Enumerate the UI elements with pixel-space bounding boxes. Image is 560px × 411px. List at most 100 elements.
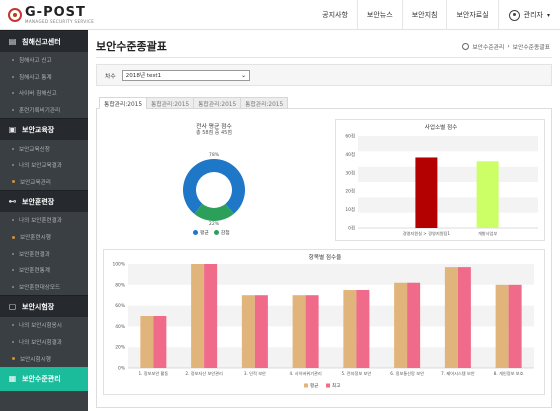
x-tick-label: 경영지원실 > 경영지원팀1: [403, 230, 451, 237]
top-bar: G-POST MANAGED SECURITY SERVICE 공지사항 보안뉴…: [0, 0, 560, 30]
y-tick-label: 0%: [118, 366, 125, 372]
sidebar-section-incident[interactable]: ▤ 침해신고센터: [0, 30, 88, 52]
donut-legend: 평균 감점: [193, 229, 235, 236]
sidebar-item[interactable]: 보안훈련통계: [0, 262, 88, 279]
sidebar-item[interactable]: 보안훈련대상모드: [0, 279, 88, 296]
tab-integrated-3[interactable]: 통합관리:2015: [193, 97, 242, 109]
training-icon: ⊷: [8, 197, 17, 207]
sidebar-item[interactable]: 보안교육신청: [0, 140, 88, 157]
grid-band: [358, 197, 538, 213]
bar: [444, 267, 458, 368]
sidebar-item[interactable]: 나의 보안훈련결과: [0, 212, 88, 229]
home-icon[interactable]: [462, 43, 470, 50]
bar: [140, 316, 154, 368]
x-tick-label: 2. 정보자산 보안관리: [185, 370, 223, 377]
legend-swatch: [326, 383, 330, 388]
bar: [415, 157, 438, 228]
x-tick-label: 개발사업부: [478, 230, 497, 237]
chevron-down-icon: ▾: [546, 11, 550, 19]
x-tick-label: 7. 제어시스템 보안: [441, 370, 475, 377]
sidebar-item[interactable]: 침해사고 신고: [0, 52, 88, 69]
bar: [495, 284, 509, 368]
site-score-card: 사업소별 점수 0점 10점 20점 30점 40점 60점 경영지원실 > 경영지원팀1 개발…: [335, 119, 545, 241]
legend-swatch: [304, 383, 308, 388]
sidebar-item[interactable]: 사이버 침해신고: [0, 85, 88, 102]
grid-band: [358, 166, 538, 182]
tab-integrated-1[interactable]: 통합관리:2015: [99, 97, 148, 109]
sidebar-item[interactable]: 보안훈련결과: [0, 245, 88, 262]
chart-title: 항목별 점수율: [309, 253, 342, 261]
grid-band: [128, 284, 534, 306]
legend-label: 최고: [332, 382, 340, 389]
sidebar-item[interactable]: 나의 보안시험응시: [0, 317, 88, 334]
y-tick-label: 20%: [115, 345, 125, 351]
tab-panel: 전사 평균 점수 총 58점 중 45점 78% 22% 평균 감점 사업소별 …: [96, 108, 552, 408]
legend-label: 평균: [310, 382, 318, 389]
sidebar-item[interactable]: 보안훈련시행: [0, 229, 88, 246]
grid-band: [358, 136, 538, 152]
tab-integrated-2[interactable]: 통합관리:2015: [146, 97, 195, 109]
sidebar-section-level-active[interactable]: ▦ 보안수준관리: [0, 366, 88, 391]
round-select[interactable]: 2018년 test1 ⌄: [121, 69, 250, 81]
user-icon: [508, 9, 520, 21]
y-tick-label: 20점: [345, 188, 355, 195]
alert-icon: ▤: [8, 37, 17, 46]
donut-subtitle: 총 58점 중 45점: [196, 130, 232, 136]
bar: [153, 316, 167, 368]
tab-integrated-4[interactable]: 통합관리:2015: [240, 97, 289, 109]
bar: [292, 295, 306, 368]
sidebar-item[interactable]: 침해사고 통계: [0, 69, 88, 86]
nav-guidelines[interactable]: 보안지침: [403, 0, 448, 30]
donut-card: 전사 평균 점수 총 58점 중 45점 78% 22% 평균 감점: [103, 115, 325, 236]
education-icon: ▣: [8, 125, 17, 135]
x-tick-label: 1. 정보보안 활동: [138, 370, 168, 377]
grid-band: [358, 182, 538, 198]
sidebar-item[interactable]: 나의 보안시험결과: [0, 334, 88, 351]
bar: [508, 284, 522, 368]
y-tick-label: 100%: [112, 262, 125, 268]
x-tick-label: 8. 개인정보 보호: [494, 370, 524, 377]
logo[interactable]: G-POST MANAGED SECURITY SERVICE: [8, 4, 94, 26]
sidebar-item[interactable]: 보안교육관리: [0, 174, 88, 191]
logo-icon: [8, 8, 22, 22]
x-tick-label: 6. 정보통신망 보안: [390, 370, 424, 376]
chart-title: 사업소별 점수: [425, 123, 458, 131]
user-menu[interactable]: 관리자 ▾: [499, 0, 560, 30]
filter-label: 차수: [105, 73, 116, 80]
y-tick-label: 40%: [115, 324, 125, 330]
nav-notice[interactable]: 공지사항: [313, 0, 358, 30]
logo-title: G-POST: [25, 5, 86, 20]
round-select-value: 2018년 test1: [125, 73, 162, 79]
sidebar-section-education[interactable]: ▣ 보안교육장: [0, 118, 88, 141]
donut-bottom-label: 22%: [209, 221, 220, 227]
breadcrumb-item: 보안수준종괄표: [512, 45, 550, 51]
grid-band: [358, 151, 538, 167]
item-rate-card: 항목별 점수율 0% 20% 40% 60% 80% 100% 1. 정보보안 활동 2. 정보…: [103, 249, 545, 395]
grid-band: [128, 326, 534, 348]
y-tick-label: 80%: [115, 282, 125, 288]
sidebar-section-training[interactable]: ⊷ 보안훈련장: [0, 190, 88, 213]
bar: [241, 295, 255, 368]
x-tick-label: 3. 인적 보안: [244, 370, 266, 377]
y-tick-label: 60%: [115, 303, 125, 309]
title-divider: [96, 57, 552, 58]
nav-archive[interactable]: 보안자료실: [447, 0, 499, 30]
item-rate-chart: 항목별 점수율 0% 20% 40% 60% 80% 100% 1. 정보보안 활동 2. 정보…: [112, 253, 534, 389]
bar: [356, 290, 370, 368]
breadcrumb-item[interactable]: 보안수준관리: [472, 45, 505, 51]
sidebar-section-exam[interactable]: ▢ 보안시험장: [0, 295, 88, 318]
sidebar-item[interactable]: 나의 보안교육결과: [0, 157, 88, 174]
logo-subtitle: MANAGED SECURITY SERVICE: [25, 19, 95, 24]
grid-band: [128, 347, 534, 368]
nav-news[interactable]: 보안뉴스: [358, 0, 403, 30]
sidebar-item[interactable]: 훈련기록비기관리: [0, 102, 88, 119]
y-tick-label: 40점: [345, 151, 355, 158]
tab-bar: 통합관리:2015 통합관리:2015 통합관리:2015 통합관리:2015: [99, 97, 289, 109]
sidebar-item[interactable]: 보안시험시행: [0, 350, 88, 367]
donut-slice-deduction: [194, 203, 234, 221]
bar: [204, 264, 218, 368]
bar: [254, 295, 268, 368]
y-tick-label: 10점: [345, 206, 355, 213]
bar: [457, 267, 471, 368]
